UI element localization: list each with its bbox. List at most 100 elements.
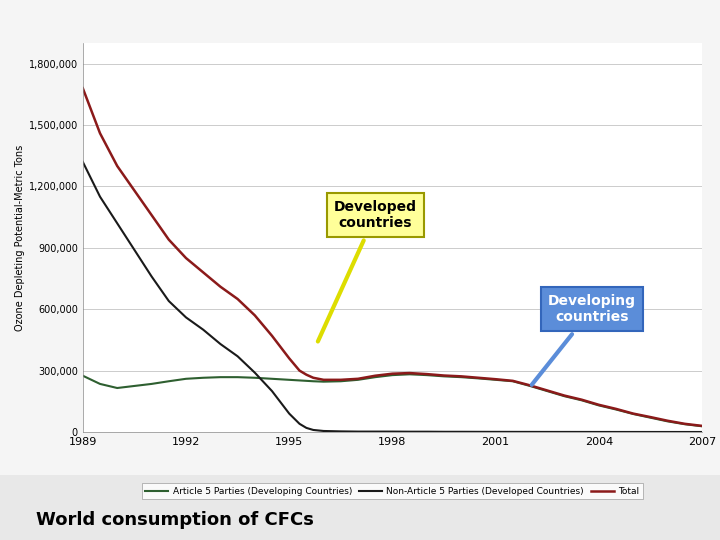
Non-Article 5 Parties (Developed Countries): [285, 410, 294, 417]
Non-Article 5 Parties (Developed Countries): [319, 428, 328, 434]
Non-Article 5 Parties (Developed Countries): [646, 429, 654, 435]
Article 5 Parties (Developing Countries): [285, 376, 294, 383]
Non-Article 5 Parties (Developed Countries): [96, 193, 104, 200]
Article 5 Parties (Developing Countries): [96, 381, 104, 387]
Total: [199, 269, 207, 275]
Y-axis label: Ozone Depleting Potential-Metric Tons: Ozone Depleting Potential-Metric Tons: [14, 145, 24, 330]
Article 5 Parties (Developing Countries): [388, 372, 397, 379]
Total: [216, 284, 225, 290]
Non-Article 5 Parties (Developed Countries): [354, 428, 362, 435]
Total: [595, 402, 603, 408]
Non-Article 5 Parties (Developed Countries): [148, 273, 156, 280]
Article 5 Parties (Developing Countries): [233, 374, 242, 380]
Non-Article 5 Parties (Developed Countries): [216, 341, 225, 347]
Total: [295, 367, 304, 374]
Article 5 Parties (Developing Countries): [113, 385, 122, 392]
Total: [78, 85, 87, 91]
Total: [698, 423, 706, 429]
Text: World consumption of CFCs: World consumption of CFCs: [36, 511, 314, 529]
Non-Article 5 Parties (Developed Countries): [663, 429, 672, 435]
Article 5 Parties (Developing Countries): [440, 373, 449, 380]
Article 5 Parties (Developing Countries): [508, 378, 517, 384]
Article 5 Parties (Developing Countries): [199, 375, 207, 381]
Non-Article 5 Parties (Developed Countries): [440, 429, 449, 435]
Total: [508, 377, 517, 384]
Non-Article 5 Parties (Developed Countries): [251, 369, 259, 376]
Article 5 Parties (Developing Countries): [251, 375, 259, 381]
Non-Article 5 Parties (Developed Countries): [680, 429, 689, 435]
Non-Article 5 Parties (Developed Countries): [164, 298, 173, 304]
Article 5 Parties (Developing Countries): [295, 377, 304, 384]
Total: [388, 370, 397, 377]
Article 5 Parties (Developing Countries): [309, 378, 318, 384]
Total: [371, 373, 379, 379]
Non-Article 5 Parties (Developed Countries): [405, 428, 414, 435]
Article 5 Parties (Developing Countries): [336, 378, 345, 384]
Total: [457, 373, 466, 380]
Non-Article 5 Parties (Developed Countries): [309, 427, 318, 433]
Non-Article 5 Parties (Developed Countries): [78, 159, 87, 165]
Article 5 Parties (Developing Countries): [148, 381, 156, 387]
Non-Article 5 Parties (Developed Countries): [423, 428, 431, 435]
Total: [285, 355, 294, 362]
Total: [526, 382, 534, 389]
Non-Article 5 Parties (Developed Countries): [199, 327, 207, 333]
Article 5 Parties (Developing Countries): [612, 406, 621, 413]
Legend: Article 5 Parties (Developing Countries), Non-Article 5 Parties (Developed Count: Article 5 Parties (Developing Countries)…: [142, 483, 643, 500]
Article 5 Parties (Developing Countries): [491, 376, 500, 383]
Article 5 Parties (Developing Countries): [405, 371, 414, 377]
Total: [440, 372, 449, 379]
Total: [251, 312, 259, 319]
Total: [491, 376, 500, 382]
Non-Article 5 Parties (Developed Countries): [130, 247, 139, 253]
Non-Article 5 Parties (Developed Countries): [508, 429, 517, 435]
Total: [302, 372, 311, 378]
Article 5 Parties (Developing Countries): [164, 378, 173, 384]
Total: [663, 417, 672, 424]
Total: [130, 187, 139, 194]
Total: [181, 255, 190, 261]
Text: Developing
countries: Developing countries: [532, 294, 636, 385]
Line: Article 5 Parties (Developing Countries): Article 5 Parties (Developing Countries): [83, 374, 702, 426]
Article 5 Parties (Developing Countries): [560, 393, 569, 400]
Total: [309, 375, 318, 381]
Non-Article 5 Parties (Developed Countries): [268, 388, 276, 394]
Non-Article 5 Parties (Developed Countries): [388, 428, 397, 435]
Non-Article 5 Parties (Developed Countries): [595, 429, 603, 435]
Article 5 Parties (Developing Countries): [543, 388, 552, 394]
Text: Developed
countries: Developed countries: [318, 200, 417, 341]
Article 5 Parties (Developing Countries): [423, 372, 431, 379]
Non-Article 5 Parties (Developed Countries): [560, 429, 569, 435]
Article 5 Parties (Developing Countries): [181, 375, 190, 382]
Article 5 Parties (Developing Countries): [78, 373, 87, 379]
Non-Article 5 Parties (Developed Countries): [491, 429, 500, 435]
Total: [577, 396, 586, 403]
Total: [423, 371, 431, 377]
Non-Article 5 Parties (Developed Countries): [526, 429, 534, 435]
Total: [96, 130, 104, 137]
Article 5 Parties (Developing Countries): [663, 418, 672, 424]
Article 5 Parties (Developing Countries): [268, 375, 276, 382]
Total: [113, 163, 122, 169]
Article 5 Parties (Developing Countries): [629, 411, 637, 417]
Article 5 Parties (Developing Countries): [457, 374, 466, 380]
Article 5 Parties (Developing Countries): [371, 374, 379, 380]
Total: [164, 237, 173, 243]
Total: [405, 370, 414, 376]
Article 5 Parties (Developing Countries): [216, 374, 225, 380]
Non-Article 5 Parties (Developed Countries): [233, 353, 242, 360]
Article 5 Parties (Developing Countries): [698, 423, 706, 429]
Non-Article 5 Parties (Developed Countries): [113, 220, 122, 226]
Article 5 Parties (Developing Countries): [354, 376, 362, 383]
Total: [680, 421, 689, 427]
Article 5 Parties (Developing Countries): [646, 414, 654, 421]
Non-Article 5 Parties (Developed Countries): [371, 428, 379, 435]
Total: [354, 375, 362, 382]
Non-Article 5 Parties (Developed Countries): [457, 429, 466, 435]
Total: [629, 410, 637, 417]
Total: [560, 393, 569, 399]
Non-Article 5 Parties (Developed Countries): [336, 428, 345, 435]
Non-Article 5 Parties (Developed Countries): [543, 429, 552, 435]
Total: [233, 296, 242, 302]
Line: Total: Total: [83, 88, 702, 426]
